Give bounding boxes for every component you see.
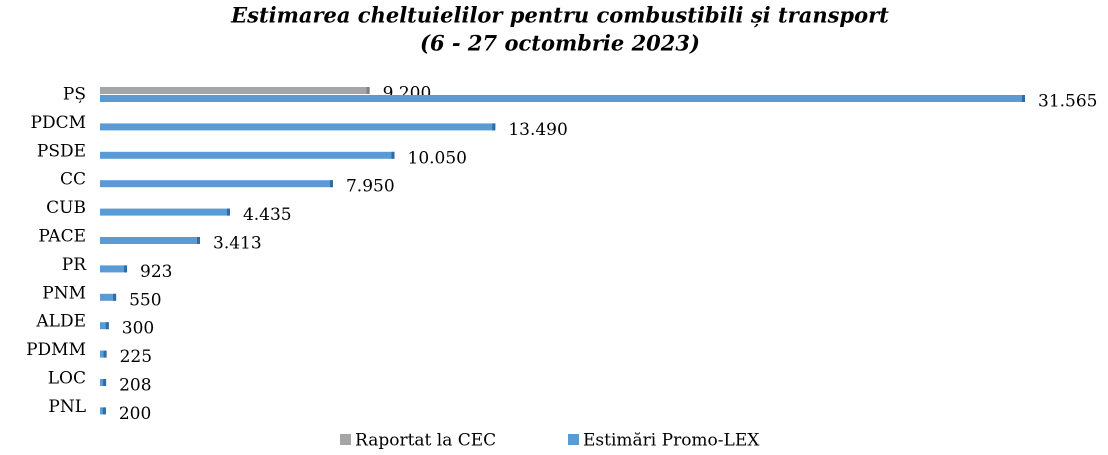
chart-subtitle: (6 - 27 octombrie 2023) [420, 31, 700, 56]
value-label: 3.413 [213, 234, 262, 254]
value-label: 923 [140, 262, 172, 282]
bar-end [105, 322, 109, 330]
bar [100, 350, 107, 358]
y-tick-label: CUB [46, 198, 86, 218]
legend-swatch [568, 434, 579, 445]
bar-end [329, 180, 333, 188]
y-tick-label: PDCM [31, 113, 86, 133]
y-tick-label: PNM [42, 283, 86, 303]
bar [100, 95, 1025, 102]
bar [100, 180, 333, 188]
bar-end [197, 237, 201, 244]
value-label: 208 [119, 376, 151, 396]
bar-end [492, 123, 496, 131]
bar-end [103, 379, 107, 386]
value-label: 31.565 [1038, 92, 1097, 112]
value-label: 550 [129, 290, 161, 310]
bar [100, 237, 201, 244]
y-tick-label: PȘ [63, 85, 86, 105]
legend-label: Estimări Promo-LEX [583, 431, 760, 451]
bar-end [366, 87, 370, 94]
y-tick-label: PDMM [26, 340, 86, 360]
y-tick-label: PSDE [37, 141, 86, 161]
bar-end [391, 151, 395, 159]
bar [100, 123, 496, 131]
y-tick-label: LOC [48, 369, 86, 389]
bar [100, 87, 370, 94]
value-label: 10.050 [408, 148, 467, 168]
value-label: 4.435 [243, 205, 292, 225]
bar [100, 293, 117, 301]
bar [100, 151, 395, 159]
value-label: 300 [122, 319, 154, 339]
y-tick-label: PR [62, 255, 87, 275]
chart-title: Estimarea cheltuielilor pentru combustib… [230, 3, 889, 28]
y-tick-label: ALDE [35, 312, 86, 332]
bar-end [113, 293, 117, 301]
bar [100, 379, 107, 386]
value-label: 7.950 [346, 177, 395, 197]
value-label: 225 [120, 347, 152, 367]
bar-end [1022, 95, 1025, 102]
value-label: 13.490 [508, 120, 567, 140]
legend-label: Raportat la CEC [355, 431, 496, 451]
y-tick-label: PACE [38, 227, 86, 247]
y-tick-label: CC [60, 170, 86, 190]
bar [100, 265, 128, 273]
bar [100, 208, 230, 216]
bar-end [102, 407, 106, 415]
bar-end [124, 265, 128, 273]
bar-end [226, 208, 230, 216]
bar [100, 322, 109, 330]
bar-end [103, 350, 107, 358]
legend-swatch [340, 434, 351, 445]
y-tick-label: PNL [48, 397, 86, 417]
value-label: 200 [119, 404, 151, 424]
